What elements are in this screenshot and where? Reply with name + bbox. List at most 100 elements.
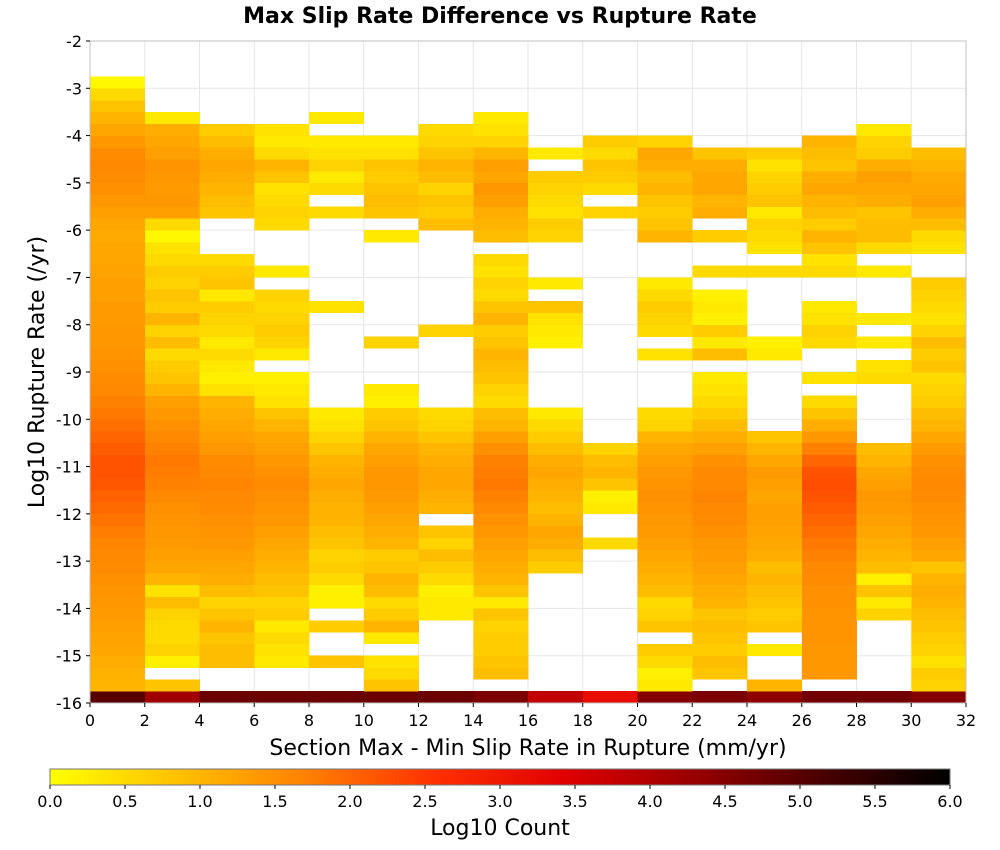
heatmap-cell xyxy=(801,513,857,526)
y-tick-label: -7 xyxy=(66,268,82,287)
heatmap-cell xyxy=(473,596,529,609)
heatmap-cell xyxy=(199,490,255,503)
heatmap-cell xyxy=(199,360,255,373)
heatmap-cell xyxy=(363,513,419,526)
heatmap-cell xyxy=(637,596,693,609)
heatmap-cell xyxy=(418,171,474,184)
heatmap-cell xyxy=(309,301,365,314)
heatmap-cell xyxy=(90,135,146,148)
heatmap-cell xyxy=(692,620,748,633)
heatmap-cell xyxy=(309,490,365,503)
heatmap-cell xyxy=(637,348,693,361)
heatmap-cell xyxy=(254,383,310,396)
heatmap-cell xyxy=(473,159,529,172)
heatmap-cell xyxy=(254,135,310,148)
heatmap-cell xyxy=(90,277,146,290)
colorbar-gradient xyxy=(49,768,951,786)
heatmap-cell xyxy=(90,159,146,172)
heatmap-cell xyxy=(254,490,310,503)
heatmap-cell xyxy=(637,679,693,692)
heatmap-cell xyxy=(254,324,310,337)
heatmap-cell xyxy=(692,230,748,243)
heatmap-cell xyxy=(144,312,200,326)
heatmap-cell xyxy=(473,643,529,657)
y-tick-label: -15 xyxy=(56,647,82,666)
heatmap-cell xyxy=(473,277,529,290)
heatmap-cell xyxy=(582,691,638,704)
heatmap-cell xyxy=(801,431,857,444)
heatmap-cell xyxy=(911,336,967,349)
heatmap-cell xyxy=(801,561,857,574)
heatmap-cell xyxy=(473,312,529,326)
heatmap-cell xyxy=(90,372,146,385)
heatmap-cell xyxy=(309,147,365,160)
heatmap-cell xyxy=(801,194,857,207)
heatmap-cell xyxy=(90,454,146,467)
x-tick-label: 4 xyxy=(194,711,204,730)
heatmap-cell xyxy=(418,147,474,160)
heatmap-cell xyxy=(144,679,200,692)
heatmap-cell xyxy=(692,407,748,420)
heatmap-cell xyxy=(199,395,255,408)
colorbar-tick-label: 4.5 xyxy=(712,792,737,811)
heatmap-cell xyxy=(528,502,584,515)
heatmap-cell xyxy=(363,525,419,538)
heatmap-cell xyxy=(911,324,967,337)
heatmap-cell xyxy=(801,182,857,195)
heatmap-cell xyxy=(254,182,310,195)
heatmap-cell xyxy=(692,147,748,160)
heatmap-cell xyxy=(199,289,255,302)
heatmap-cell xyxy=(801,632,857,645)
heatmap-cell xyxy=(254,596,310,609)
heatmap-cell xyxy=(637,301,693,314)
heatmap-cell xyxy=(418,159,474,172)
heatmap-cell xyxy=(856,584,912,597)
heatmap-cell xyxy=(363,679,419,692)
heatmap-cell xyxy=(418,454,474,467)
heatmap-cell xyxy=(199,123,255,136)
heatmap-cell xyxy=(692,584,748,597)
heatmap-cell xyxy=(254,265,310,278)
x-tick-label: 30 xyxy=(901,711,921,730)
x-tick-label: 20 xyxy=(627,711,647,730)
heatmap-cell xyxy=(90,513,146,526)
heatmap-cell xyxy=(473,407,529,420)
heatmap-cell xyxy=(856,218,912,231)
heatmap-cell xyxy=(144,372,200,385)
heatmap-cell xyxy=(856,442,912,456)
heatmap-cell xyxy=(747,230,803,243)
heatmap-cell xyxy=(144,194,200,207)
heatmap-cell xyxy=(801,265,857,278)
heatmap-cell xyxy=(254,372,310,385)
heatmap-cell xyxy=(856,182,912,195)
heatmap-cell xyxy=(363,442,419,456)
heatmap-cell xyxy=(692,608,748,621)
heatmap-cell xyxy=(801,478,857,491)
heatmap-cell xyxy=(473,206,529,219)
heatmap-cell xyxy=(473,655,529,668)
heatmap-cell xyxy=(363,135,419,148)
heatmap-cell xyxy=(747,490,803,503)
heatmap-cell xyxy=(254,513,310,526)
heatmap-cell xyxy=(418,431,474,444)
heatmap-cell xyxy=(309,478,365,491)
heatmap-cell xyxy=(309,419,365,432)
heatmap-cell xyxy=(856,265,912,278)
heatmap-cell xyxy=(90,572,146,586)
heatmap-cell xyxy=(911,206,967,219)
heatmap-cell xyxy=(747,442,803,456)
heatmap-cell xyxy=(144,596,200,609)
heatmap-cell xyxy=(144,265,200,278)
heatmap-cell xyxy=(692,159,748,172)
heatmap-cell xyxy=(254,407,310,420)
heatmap-cell xyxy=(473,360,529,373)
heatmap-cell xyxy=(254,194,310,207)
heatmap-cell xyxy=(911,289,967,302)
heatmap-cell xyxy=(199,431,255,444)
heatmap-cell xyxy=(747,348,803,361)
heatmap-cell xyxy=(309,454,365,467)
heatmap-cell xyxy=(90,561,146,574)
heatmap-cell xyxy=(254,395,310,408)
heatmap-cell xyxy=(856,206,912,219)
heatmap-cell xyxy=(199,525,255,538)
